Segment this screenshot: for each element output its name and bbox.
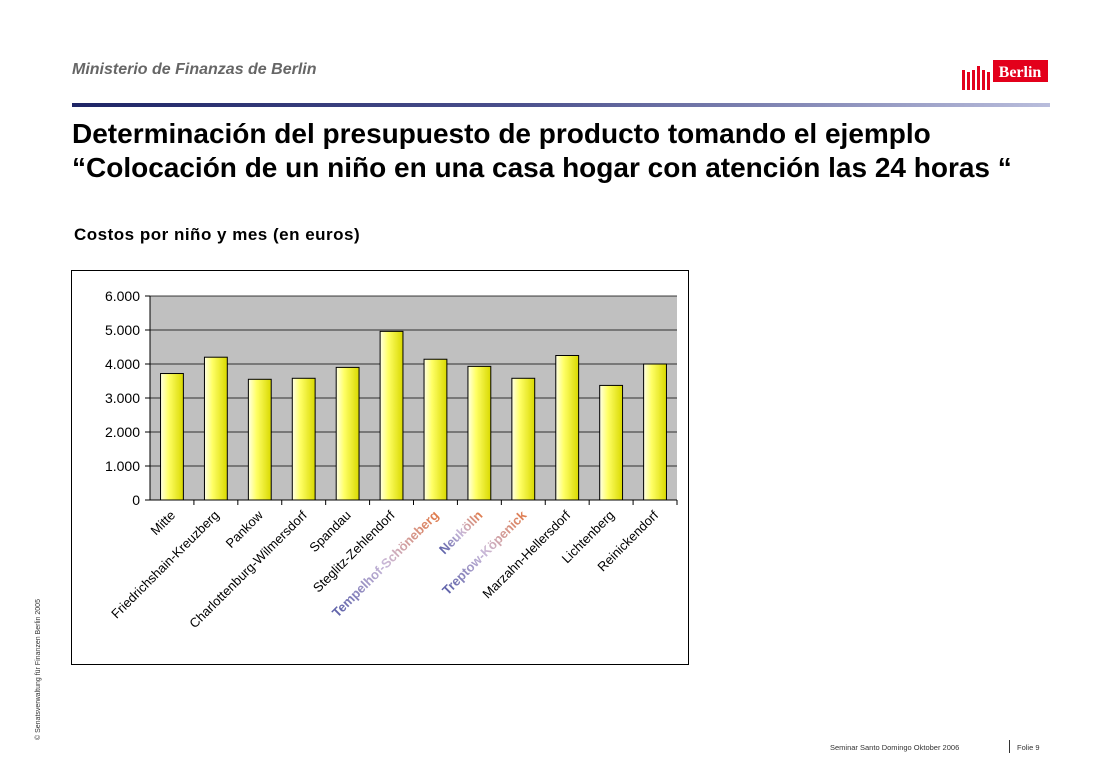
bar-treptow-k-penick: [511, 377, 536, 501]
footer-seminar: Seminar Santo Domingo Oktober 2006: [830, 743, 960, 752]
y-tick-label: 5.000: [105, 322, 140, 338]
copyright-note: © Senatsverwaltung für Finanzen Berlin 2…: [35, 599, 42, 740]
y-tick-label: 6.000: [105, 288, 140, 304]
bar-lichtenberg: [599, 384, 624, 501]
bar-charlottenburg-wilmersdorf: [291, 377, 316, 501]
y-tick-label: 4.000: [105, 356, 140, 372]
bar-mitte: [160, 373, 184, 501]
bar-tempelhof-sch-neberg: [423, 358, 448, 501]
y-tick-label: 3.000: [105, 390, 140, 406]
slide-subtitle: Costos por niño y mes (en euros): [74, 225, 361, 244]
logo-text: Berlin: [999, 64, 1042, 81]
slide-title: Determinación del presupuesto de product…: [72, 118, 1012, 183]
ministry-name: Ministerio de Finanzas de Berlin: [72, 61, 317, 78]
bar-steglitz-zehlendorf: [379, 330, 404, 501]
header-rule: [72, 103, 1050, 107]
bar-neuk-lln: [467, 365, 492, 501]
bar-reinickendorf: [643, 363, 667, 501]
y-tick-label: 0: [132, 492, 140, 508]
y-tick-label: 1.000: [105, 458, 140, 474]
x-tick-label: Treptow-Köpenick: [439, 507, 530, 598]
berlin-logo: Berlin: [962, 60, 1048, 90]
bar-spandau: [335, 366, 360, 501]
bar-marzahn-hellersdorf: [555, 355, 580, 501]
x-tick-label: Pankow: [223, 507, 267, 551]
footer-separator: [1009, 740, 1010, 753]
y-tick-label: 2.000: [105, 424, 140, 440]
footer-page-number: Folie 9: [1017, 743, 1040, 752]
x-tick-label: Steglitz-Zehlendorf: [310, 507, 398, 595]
bar-friedrichshain-kreuzberg: [203, 356, 228, 501]
x-tick-label: Mitte: [148, 508, 179, 539]
bar-pankow: [247, 378, 272, 501]
